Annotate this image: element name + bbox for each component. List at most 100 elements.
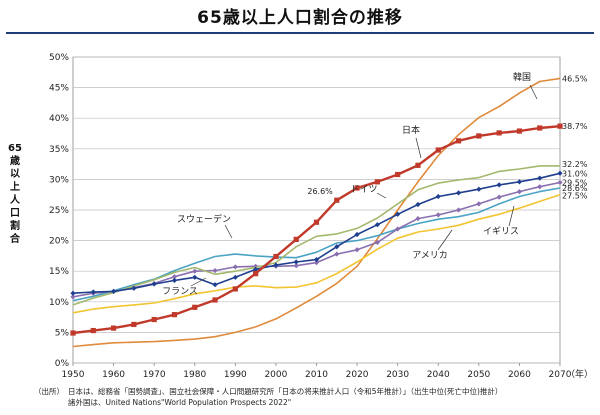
end-value-label: 27.5% [562, 192, 588, 201]
data-point [293, 259, 299, 265]
y-tick-label: 25% [49, 206, 69, 216]
end-value-label: 38.7% [562, 122, 588, 131]
data-point [395, 171, 401, 178]
data-point [110, 288, 117, 294]
data-point [516, 179, 523, 185]
y-tick-label: 35% [49, 145, 69, 155]
data-point [455, 190, 462, 196]
x-tick-label: 2060 [508, 370, 531, 380]
data-point [557, 179, 563, 186]
series-name-label: 日本 [402, 124, 420, 136]
data-point [151, 316, 157, 323]
data-point [293, 236, 299, 242]
data-point [253, 266, 259, 272]
data-point [516, 189, 523, 195]
data-point [435, 212, 441, 218]
end-value-label: 28.6% [562, 184, 588, 193]
source-line-2: 諸外国は、United Nations"World Population Pro… [68, 398, 292, 407]
x-tick-label: 1990 [224, 370, 247, 380]
data-point [232, 286, 238, 292]
series-name-label: フランス [162, 286, 198, 297]
y-tick-label: 15% [49, 267, 69, 277]
x-tick-label: 2070 [549, 370, 572, 380]
data-point [476, 201, 482, 207]
x-tick-label: 2010 [305, 370, 328, 380]
data-point [212, 267, 218, 274]
data-point [354, 185, 360, 191]
source-note: （出所） 日本は、総務省「国勢調査」、国立社会保障・人口問題研究所「日本の将来推計… [34, 386, 502, 408]
series-line-1 [72, 77, 561, 348]
data-point [192, 304, 198, 310]
series-line-3 [72, 187, 561, 302]
data-point [171, 312, 178, 318]
data-point [192, 274, 198, 280]
series-line-5 [72, 181, 561, 298]
data-point [70, 294, 76, 300]
chart-svg: 0% 5% 10% 15% 20% 25% 30% 35% 40% 45% 50% 1950 1960 1… [49, 53, 593, 380]
leader-line [376, 192, 387, 199]
data-point [171, 274, 178, 280]
data-point [354, 231, 360, 238]
data-point [435, 147, 441, 153]
data-point [110, 325, 117, 331]
data-point [354, 247, 360, 253]
data-point [232, 274, 238, 280]
data-point [334, 251, 340, 257]
data-point [516, 128, 523, 134]
chart-title: 65歳以上人口割合の推移 [197, 8, 403, 28]
title-bar: 65歳以上人口割合の推移 [0, 0, 600, 36]
series-name-label: イギリス [483, 226, 519, 237]
data-point [415, 201, 421, 208]
data-point [395, 211, 401, 217]
x-tick-label: 1970 [143, 370, 166, 380]
data-point [435, 193, 441, 200]
data-point [455, 207, 462, 213]
y-tick-label: 20% [49, 237, 69, 247]
series-line-2 [72, 165, 560, 306]
data-point [131, 321, 137, 328]
data-point [273, 253, 279, 260]
data-point [374, 179, 380, 185]
data-point [455, 138, 462, 144]
y-tick-label: 30% [49, 175, 69, 185]
data-point [537, 184, 543, 190]
data-point [415, 162, 421, 168]
data-point [374, 222, 380, 228]
y-tick-label: 45% [49, 84, 69, 94]
source-label: （出所） [34, 387, 64, 396]
data-point [70, 290, 76, 296]
data-point [334, 197, 340, 203]
leader-line [415, 137, 422, 159]
data-point [212, 297, 218, 303]
leader-line [190, 277, 207, 287]
leader-line [437, 229, 453, 251]
x-tick-label: 2020 [346, 370, 369, 380]
data-point [496, 182, 502, 188]
data-point [334, 244, 340, 250]
y-tick-label: 40% [49, 114, 69, 124]
y-tick-label: 50% [49, 53, 69, 63]
y-tick-label: 0% [55, 359, 70, 369]
x-tick-label: 1960 [102, 370, 125, 380]
data-point [90, 327, 96, 334]
data-point [476, 133, 482, 139]
data-point [415, 215, 421, 222]
data-point [192, 268, 198, 274]
series-name-label: スウェーデン [177, 213, 231, 225]
point-value-label: 26.6% [307, 187, 333, 196]
leader-line [508, 205, 515, 227]
data-point [557, 123, 563, 129]
data-point [395, 226, 401, 232]
leader-line [529, 84, 538, 100]
x-tick-label: 2040 [427, 370, 450, 380]
x-tick-label: 2050 [467, 370, 490, 380]
y-axis-label: 65歳以上人口割合 [8, 143, 22, 245]
series-name-label: ドイツ [350, 185, 377, 195]
x-tick-label: 1980 [183, 370, 206, 380]
data-point [171, 277, 178, 283]
title-underline [6, 32, 594, 34]
end-value-label: 46.5% [562, 74, 588, 83]
data-point [496, 130, 502, 136]
data-point [212, 282, 218, 288]
data-point [374, 239, 380, 246]
